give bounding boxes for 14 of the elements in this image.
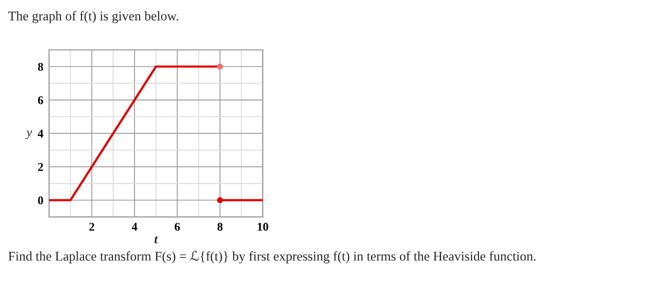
- y-tick-label: 6: [38, 96, 44, 104]
- x-tick-label: 10: [258, 222, 268, 231]
- chart-title: The graph of f(t) is given below.: [8, 11, 178, 24]
- x-tick-label: 4: [132, 222, 138, 231]
- y-tick-label: 2: [38, 163, 43, 171]
- y-tick-label: 0: [38, 196, 44, 204]
- x-tick-label: 6: [174, 222, 180, 231]
- y-tick-label: 8: [38, 62, 44, 71]
- y-tick-label: 4: [38, 130, 44, 138]
- x-tick-label: 8: [217, 222, 223, 231]
- x-tick-label: 2: [89, 222, 94, 231]
- y-axis-title: y: [25, 130, 32, 140]
- x-axis-title: t: [154, 236, 158, 244]
- text: Find the Laplace transform F(s) = ℒ{f(t)} by first expressing f(t) in terms of the Heaviside function.: [8, 250, 536, 264]
